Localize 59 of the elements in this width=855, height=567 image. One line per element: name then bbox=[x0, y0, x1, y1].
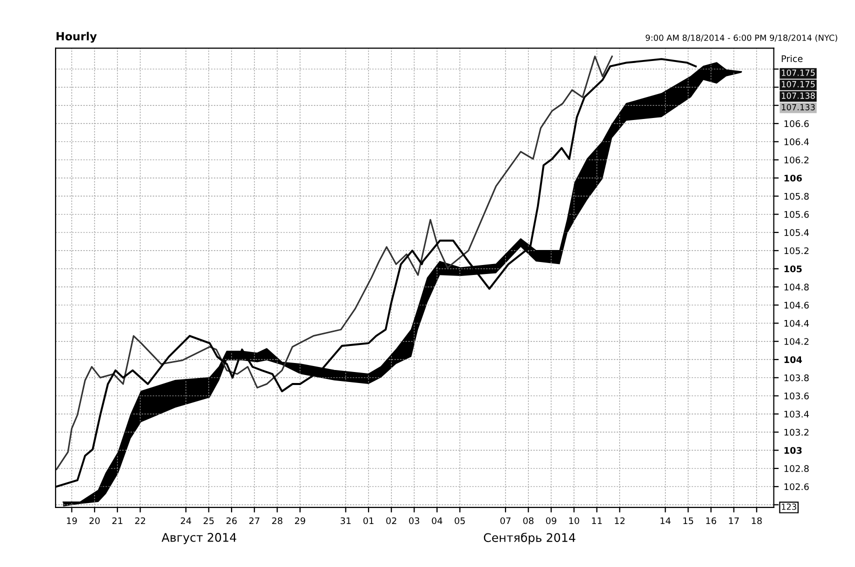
x-tick-label: 04 bbox=[432, 517, 442, 524]
text: 107.133 bbox=[782, 104, 815, 110]
x-tick-label: 27 bbox=[249, 517, 260, 524]
x-tick-label: 29 bbox=[294, 517, 306, 524]
y-tick-label: 103.2 bbox=[784, 428, 808, 436]
x-tick-label: 10 bbox=[569, 517, 580, 524]
x-tick-label: 15 bbox=[683, 517, 694, 524]
x-tick-label: 18 bbox=[752, 517, 762, 524]
text: Сентябрь 2014 bbox=[484, 532, 576, 544]
y-axis-title: Price bbox=[782, 55, 802, 62]
y-tick-label: 105.6 bbox=[784, 211, 809, 218]
y-tick-label: 105.8 bbox=[784, 192, 809, 200]
text: 107.138 bbox=[782, 92, 815, 99]
x-tick-label: 25 bbox=[204, 517, 214, 524]
x-tick-label: 07 bbox=[500, 517, 510, 524]
y-tick-label: 105 bbox=[784, 265, 802, 272]
y-tick-label: 105.2 bbox=[784, 247, 808, 254]
y-tick-label: 104.8 bbox=[784, 284, 809, 290]
x-tick-label: 08 bbox=[523, 517, 534, 524]
x-tick-label: 19 bbox=[66, 517, 77, 524]
x-tick-label: 21 bbox=[112, 517, 122, 524]
x-tick-label: 17 bbox=[729, 517, 739, 524]
x-tick-label: 28 bbox=[272, 517, 282, 524]
chart-title: Hourly bbox=[56, 32, 97, 43]
y-tick-label: 104.6 bbox=[784, 302, 809, 309]
x-tick-label: 02 bbox=[386, 517, 396, 524]
x-tick-label: 05 bbox=[454, 517, 465, 524]
x-tick-label: 24 bbox=[180, 517, 192, 524]
y-tick-label: 103.6 bbox=[784, 392, 809, 400]
x-tick-label: 22 bbox=[135, 517, 146, 524]
y-tick-label: 102.6 bbox=[784, 483, 809, 490]
x-tick-label: 11 bbox=[592, 517, 602, 524]
x-tick-label: 16 bbox=[706, 517, 716, 524]
y-tick-label: 102.8 bbox=[784, 465, 809, 472]
y-tick-label: 104 bbox=[784, 356, 802, 364]
y-tick-label: 106.4 bbox=[784, 138, 809, 146]
x-tick-label: 14 bbox=[660, 517, 671, 524]
y-tick-label: 105.4 bbox=[784, 229, 809, 236]
x-tick-label: 26 bbox=[226, 517, 237, 524]
y-tick-label: 103.4 bbox=[784, 410, 809, 418]
x-tick-label: 01 bbox=[363, 517, 374, 524]
y-tick-label: 106.2 bbox=[784, 156, 808, 164]
text: Август 2014 bbox=[162, 532, 236, 544]
x-tick-label: 03 bbox=[409, 517, 420, 524]
text: 107.175 bbox=[782, 70, 815, 76]
y-tick-label: 103 bbox=[784, 447, 802, 454]
chart-subtitle: 9:00 AM 8/18/2014 - 6:00 PM 9/18/2014 (NYC) bbox=[646, 34, 838, 42]
y-tick-label: 106 bbox=[784, 174, 802, 182]
y-tick-label: 103.8 bbox=[784, 374, 809, 382]
x-tick-label: 31 bbox=[340, 517, 351, 524]
line-series bbox=[56, 56, 613, 470]
x-tick-label: 20 bbox=[89, 517, 100, 524]
y-tick-label: 104.4 bbox=[784, 320, 809, 327]
x-tick-label: 12 bbox=[614, 517, 625, 524]
x-tick-label: 09 bbox=[546, 517, 556, 524]
y-tick-label: 106.6 bbox=[784, 120, 809, 128]
y-tick-label: 104.2 bbox=[784, 338, 808, 345]
text: 123 bbox=[782, 504, 796, 510]
text: 107.175 bbox=[782, 81, 815, 88]
